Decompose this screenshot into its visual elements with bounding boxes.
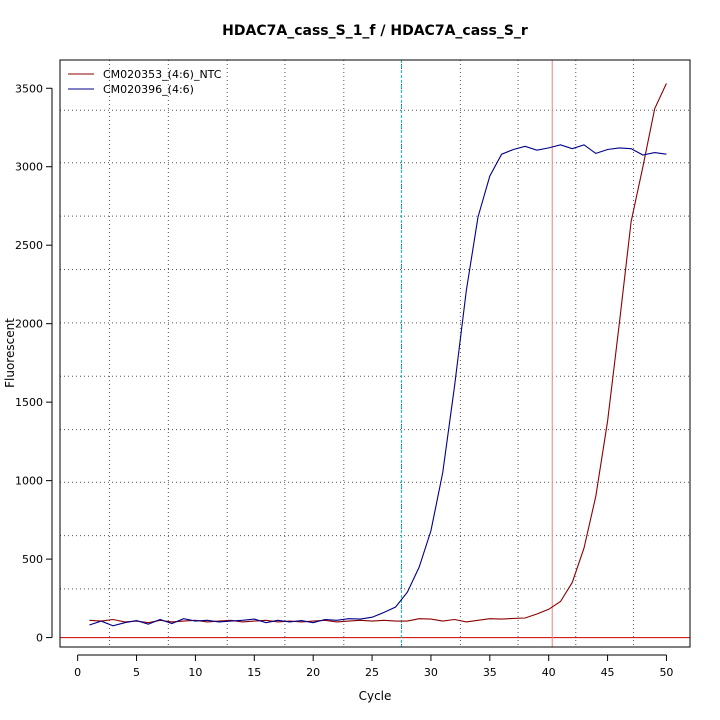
x-tick-label: 20 — [306, 666, 320, 679]
x-tick-label: 40 — [542, 666, 556, 679]
y-axis-label: Fluorescent — [3, 318, 17, 388]
grid-layer — [60, 60, 690, 647]
x-tick-label: 15 — [247, 666, 261, 679]
y-tick-label: 500 — [22, 553, 43, 566]
reference-lines — [60, 60, 690, 647]
x-tick-label: 50 — [659, 666, 673, 679]
x-tick-label: 30 — [424, 666, 438, 679]
legend-label-2: CM020396_(4:6) — [103, 83, 194, 96]
y-tick-label: 3500 — [15, 82, 43, 95]
x-axis-label: Cycle — [359, 689, 392, 703]
series-layer — [89, 83, 667, 627]
y-tick-label: 1500 — [15, 396, 43, 409]
x-tick-label: 25 — [365, 666, 379, 679]
series-line-2 — [89, 144, 667, 627]
y-tick-label: 1000 — [15, 475, 43, 488]
y-tick-label: 3000 — [15, 161, 43, 174]
y-tick-label: 2500 — [15, 239, 43, 252]
y-axis: 0 500 1000 1500 2000 2500 3000 3500 — [15, 82, 53, 645]
x-tick-label: 35 — [483, 666, 497, 679]
series-line-1 — [89, 83, 667, 624]
x-tick-label: 10 — [188, 666, 202, 679]
x-axis: 0 5 10 15 20 25 30 35 40 45 50 — [74, 654, 673, 679]
legend: CM020353_(4:6)_NTC CM020396_(4:6) — [68, 68, 222, 96]
x-tick-label: 0 — [74, 666, 81, 679]
legend-label-1: CM020353_(4:6)_NTC — [103, 68, 222, 81]
y-tick-label: 0 — [36, 632, 43, 645]
plot-frame — [59, 59, 691, 648]
x-tick-label: 45 — [601, 666, 615, 679]
y-tick-label: 2000 — [15, 318, 43, 331]
chart-title: HDAC7A_cass_S_1_f / HDAC7A_cass_S_r — [222, 23, 528, 39]
x-tick-label: 5 — [133, 666, 140, 679]
